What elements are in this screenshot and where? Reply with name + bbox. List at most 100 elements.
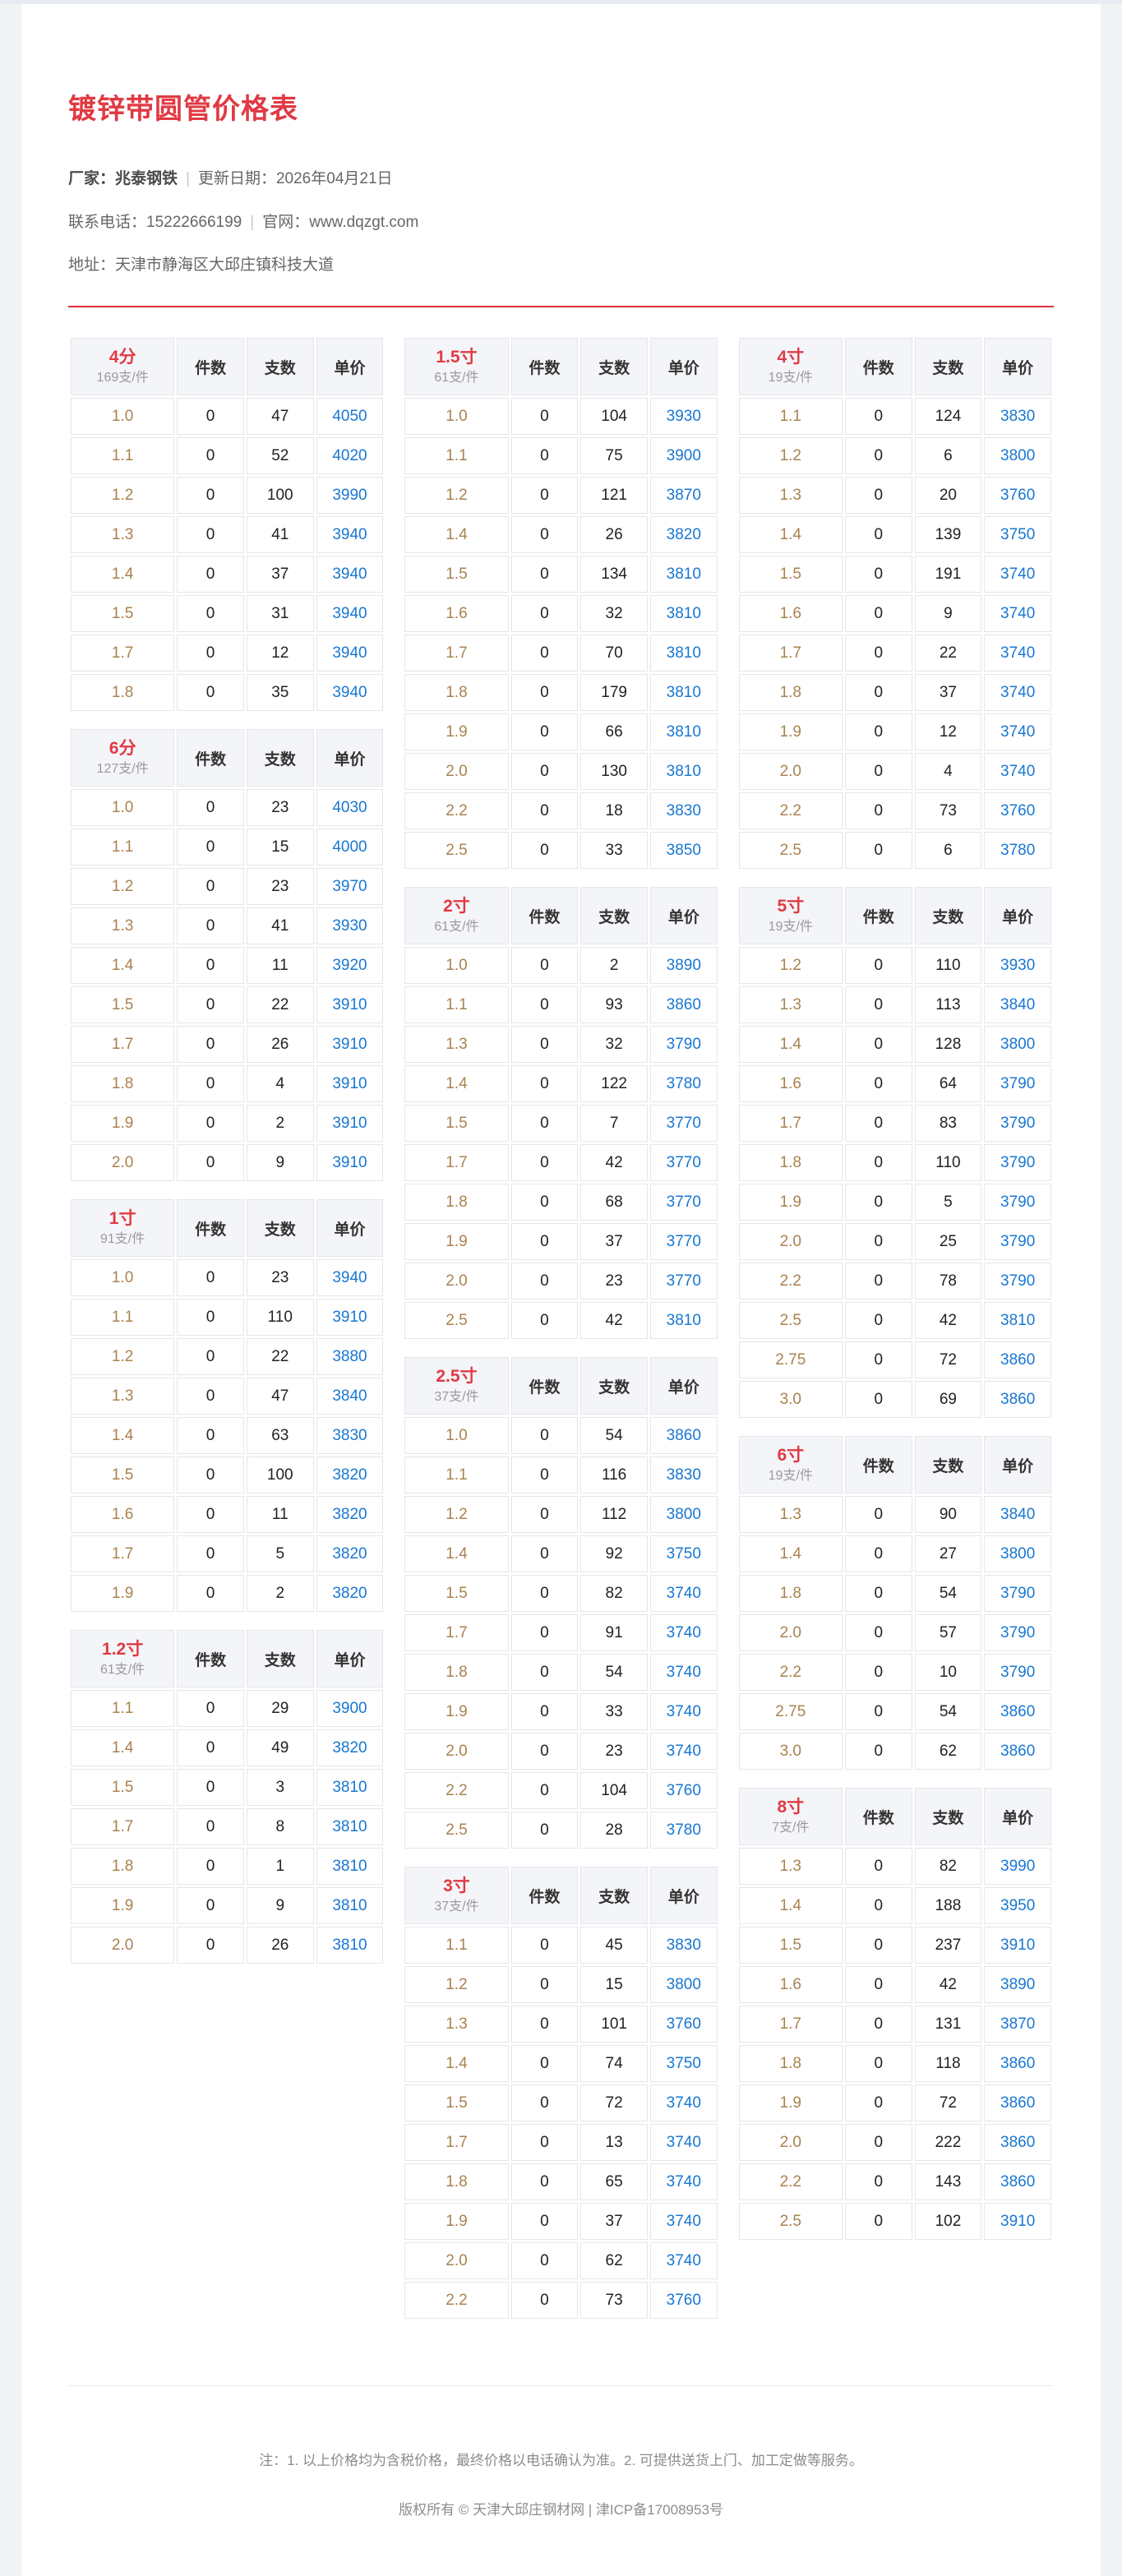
price-link[interactable]: 3800 [984,1026,1051,1064]
price-link[interactable]: 3890 [649,947,718,985]
price-link[interactable]: 3810 [649,635,718,672]
price-link[interactable]: 3940 [316,516,384,554]
price-link[interactable]: 3740 [649,2124,718,2162]
price-link[interactable]: 3950 [984,1887,1051,1925]
price-link[interactable]: 3770 [649,1223,718,1261]
price-link[interactable]: 3900 [649,437,718,475]
price-link[interactable]: 4000 [316,829,384,866]
price-link[interactable]: 3740 [984,753,1051,791]
price-link[interactable]: 3770 [649,1144,718,1182]
price-link[interactable]: 3790 [984,1105,1051,1143]
price-link[interactable]: 3860 [984,1693,1051,1731]
price-link[interactable]: 3810 [316,1769,384,1807]
price-link[interactable]: 3790 [984,1614,1051,1652]
price-link[interactable]: 3740 [649,1614,718,1652]
price-link[interactable]: 3910 [316,1144,384,1182]
price-link[interactable]: 4050 [316,398,384,436]
price-link[interactable]: 3790 [984,1263,1051,1300]
price-link[interactable]: 3910 [984,1927,1051,1964]
price-link[interactable]: 3860 [984,1341,1051,1379]
price-link[interactable]: 3780 [649,1065,718,1103]
price-link[interactable]: 3750 [984,516,1051,554]
price-link[interactable]: 3740 [984,556,1051,593]
price-link[interactable]: 3790 [984,1144,1051,1182]
price-link[interactable]: 3760 [984,792,1051,830]
price-link[interactable]: 3840 [316,1378,384,1415]
price-link[interactable]: 3750 [649,1535,718,1573]
price-link[interactable]: 3970 [316,868,384,906]
price-link[interactable]: 3820 [316,1496,384,1534]
price-link[interactable]: 3860 [984,1733,1051,1770]
price-link[interactable]: 3880 [316,1338,384,1376]
price-link[interactable]: 3910 [316,1299,384,1336]
price-link[interactable]: 3910 [316,1065,384,1103]
price-link[interactable]: 3800 [984,1535,1051,1573]
price-link[interactable]: 3810 [649,1302,718,1340]
price-link[interactable]: 3910 [316,1105,384,1143]
price-link[interactable]: 3940 [316,635,384,672]
price-link[interactable]: 3740 [984,674,1051,712]
price-link[interactable]: 3850 [649,832,718,870]
price-link[interactable]: 3930 [649,398,718,436]
price-link[interactable]: 3810 [984,1302,1051,1340]
price-link[interactable]: 3910 [316,986,384,1024]
price-link[interactable]: 3840 [984,1496,1051,1534]
price-link[interactable]: 3990 [316,477,384,515]
price-link[interactable]: 3740 [649,2163,718,2201]
price-link[interactable]: 3740 [984,713,1051,751]
price-link[interactable]: 3940 [316,595,384,633]
price-link[interactable]: 3800 [984,437,1051,475]
price-link[interactable]: 3810 [649,595,718,633]
price-link[interactable]: 3790 [984,1184,1051,1221]
price-link[interactable]: 3820 [316,1457,384,1494]
price-link[interactable]: 3740 [649,1654,718,1692]
price-link[interactable]: 3930 [316,907,384,945]
price-link[interactable]: 3810 [649,713,718,751]
price-link[interactable]: 3940 [316,556,384,593]
price-link[interactable]: 3940 [316,674,384,712]
price-link[interactable]: 3920 [316,947,384,985]
price-link[interactable]: 3830 [316,1417,384,1455]
price-link[interactable]: 3750 [649,2045,718,2083]
price-link[interactable]: 3810 [649,556,718,593]
price-link[interactable]: 3800 [649,1496,718,1534]
price-link[interactable]: 3820 [316,1575,384,1613]
price-link[interactable]: 3740 [984,635,1051,672]
price-link[interactable]: 3900 [316,1690,384,1728]
price-link[interactable]: 3870 [984,2006,1051,2043]
price-link[interactable]: 3740 [649,1733,718,1770]
price-link[interactable]: 3860 [649,1417,718,1455]
price-link[interactable]: 3860 [984,1381,1051,1419]
price-link[interactable]: 3820 [316,1535,384,1573]
price-link[interactable]: 3780 [984,832,1051,870]
price-link[interactable]: 3860 [984,2045,1051,2083]
price-link[interactable]: 3740 [649,1693,718,1731]
price-link[interactable]: 3820 [649,516,718,554]
price-link[interactable]: 4020 [316,437,384,475]
price-link[interactable]: 3810 [316,1808,384,1846]
price-link[interactable]: 3940 [316,1259,384,1297]
price-link[interactable]: 3810 [316,1927,384,1964]
price-link[interactable]: 3740 [649,1575,718,1613]
price-link[interactable]: 3760 [649,2282,718,2320]
price-link[interactable]: 3990 [984,1848,1051,1886]
price-link[interactable]: 3790 [984,1065,1051,1103]
price-link[interactable]: 3860 [984,2163,1051,2201]
price-link[interactable]: 3770 [649,1184,718,1221]
price-link[interactable]: 3790 [984,1654,1051,1692]
price-link[interactable]: 3770 [649,1105,718,1143]
price-link[interactable]: 3800 [649,1966,718,2004]
price-link[interactable]: 3910 [984,2203,1051,2241]
price-link[interactable]: 3830 [649,792,718,830]
price-link[interactable]: 3740 [649,2084,718,2122]
price-link[interactable]: 3810 [649,674,718,712]
price-link[interactable]: 4030 [316,789,384,827]
price-link[interactable]: 3740 [984,595,1051,633]
price-link[interactable]: 3760 [649,2006,718,2043]
price-link[interactable]: 3830 [984,398,1051,436]
price-link[interactable]: 3810 [316,1887,384,1925]
price-link[interactable]: 3930 [984,947,1051,985]
price-link[interactable]: 3830 [649,1927,718,1964]
price-link[interactable]: 3760 [984,477,1051,515]
price-link[interactable]: 3780 [649,1812,718,1849]
